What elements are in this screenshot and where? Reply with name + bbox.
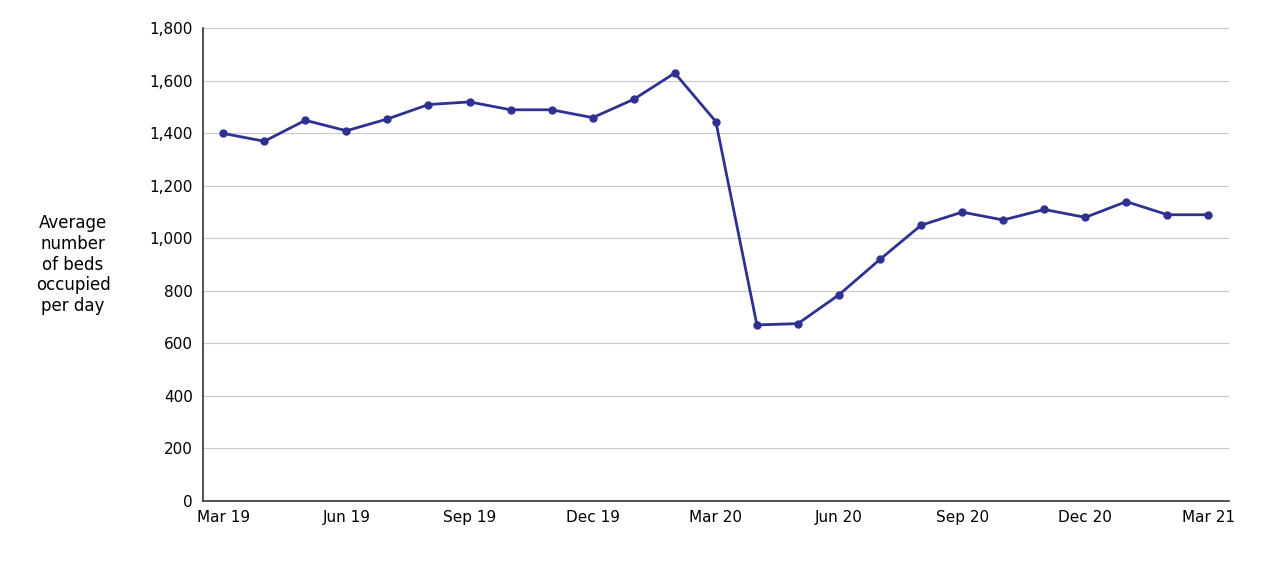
Y-axis label: Average
number
of beds
occupied
per day: Average number of beds occupied per day — [35, 214, 110, 315]
